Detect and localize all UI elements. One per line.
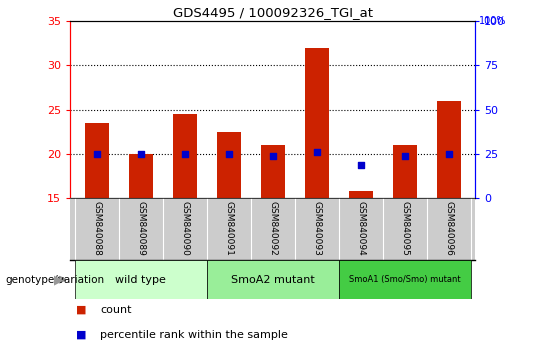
Text: ▶: ▶	[54, 273, 64, 286]
Bar	[207, 260, 339, 299]
Bar	[437, 101, 461, 198]
Title: GDS4495 / 100092326_TGI_at: GDS4495 / 100092326_TGI_at	[173, 6, 373, 19]
Point	[401, 153, 409, 159]
Bar	[393, 145, 417, 198]
Bar	[84, 123, 109, 198]
Text: GSM840093: GSM840093	[312, 201, 321, 256]
Text: SmoA2 mutant: SmoA2 mutant	[231, 275, 315, 285]
Point	[313, 149, 321, 155]
Text: GSM840089: GSM840089	[136, 201, 145, 256]
Text: 100%: 100%	[480, 16, 507, 26]
Text: GSM840092: GSM840092	[268, 201, 277, 256]
Text: genotype/variation: genotype/variation	[5, 275, 105, 285]
Bar	[129, 154, 153, 198]
Bar	[305, 48, 329, 198]
Text: GSM840091: GSM840091	[224, 201, 233, 256]
Bar	[339, 260, 471, 299]
Text: GSM840095: GSM840095	[400, 201, 409, 256]
Point	[180, 151, 189, 157]
Bar	[173, 114, 197, 198]
Bar	[261, 145, 285, 198]
Text: GSM840094: GSM840094	[356, 201, 365, 256]
Point	[268, 153, 277, 159]
Text: percentile rank within the sample: percentile rank within the sample	[100, 330, 288, 339]
Point	[356, 163, 365, 169]
Text: ■: ■	[76, 330, 86, 339]
Text: count: count	[100, 305, 131, 315]
Point	[224, 151, 233, 157]
Text: SmoA1 (Smo/Smo) mutant: SmoA1 (Smo/Smo) mutant	[349, 275, 461, 284]
Point	[444, 151, 453, 157]
Text: GSM840088: GSM840088	[92, 201, 101, 256]
Text: GSM840090: GSM840090	[180, 201, 189, 256]
Bar	[217, 132, 241, 198]
Text: GSM840096: GSM840096	[444, 201, 453, 256]
Text: ■: ■	[76, 305, 86, 315]
Bar	[75, 260, 207, 299]
Bar	[349, 191, 373, 198]
Point	[136, 151, 145, 157]
Point	[92, 151, 101, 157]
Text: wild type: wild type	[115, 275, 166, 285]
